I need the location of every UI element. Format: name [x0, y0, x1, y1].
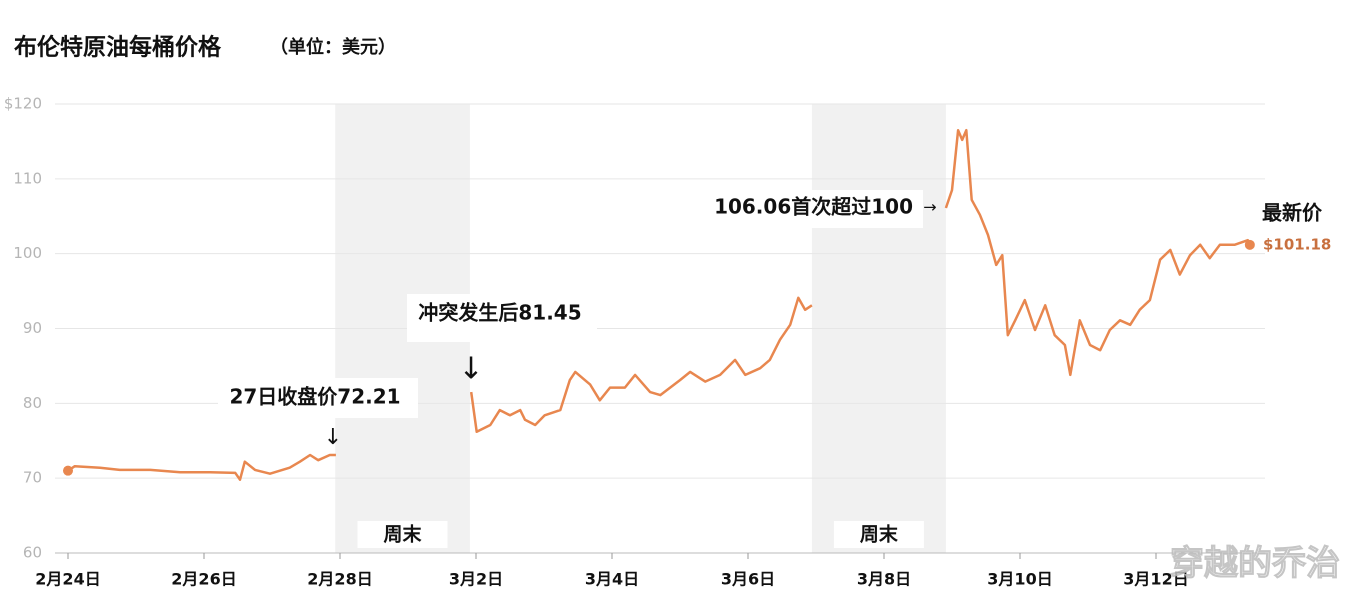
x-tick-label: 3月4日 — [585, 570, 639, 589]
x-tick-label: 2月26日 — [171, 570, 236, 589]
annotation-box — [407, 294, 597, 342]
x-tick-label: 3月12日 — [1123, 570, 1188, 589]
annotation-box — [218, 378, 418, 418]
chart-title: 布伦特原油每桶价格 — [14, 34, 222, 61]
annotation: 106.06首次超过100 — [714, 195, 913, 219]
end-dot — [1244, 239, 1255, 250]
background-layer: 周末 周末 — [55, 103, 1265, 554]
price-line — [67, 128, 1251, 481]
annotation-arrow: → — [923, 198, 936, 217]
x-tick-label: 3月6日 — [721, 570, 775, 589]
x-tick-label: 3月2日 — [449, 570, 503, 589]
weekend-label: 周末 — [860, 523, 899, 546]
y-tick-label: 80 — [23, 394, 42, 412]
y-tick-label: 60 — [23, 544, 42, 562]
x-tick-label: 3月10日 — [987, 570, 1052, 589]
annotation: 27日收盘价72.21 — [229, 385, 400, 409]
annotation: 冲突发生后81.45 — [418, 301, 581, 325]
annotation-arrow: ↓ — [458, 352, 483, 387]
weekend-label: 周末 — [384, 523, 423, 546]
latest-label: $101.18 — [1263, 236, 1331, 254]
annotation-box — [698, 190, 923, 228]
y-tick-label: 100 — [13, 244, 42, 262]
weekend-label-box — [833, 521, 924, 548]
x-tick-label: 2月28日 — [307, 570, 372, 589]
x-tick-label: 2月24日 — [35, 570, 100, 589]
annotation-arrow: ↓ — [324, 425, 342, 450]
end-dot — [63, 465, 73, 476]
x-tick-label: 3月8日 — [857, 570, 911, 589]
chart-subtitle: （单位：美元） — [270, 36, 396, 58]
watermark: 穿越的乔治 — [1170, 544, 1340, 584]
latest-title: 最新价 — [1262, 201, 1323, 225]
weekend-label-box — [357, 521, 448, 548]
y-tick-label: 90 — [23, 319, 42, 337]
y-tick-label: 70 — [23, 469, 42, 487]
y-tick-label: 110 — [13, 169, 42, 187]
y-tick-label: $120 — [4, 95, 42, 113]
